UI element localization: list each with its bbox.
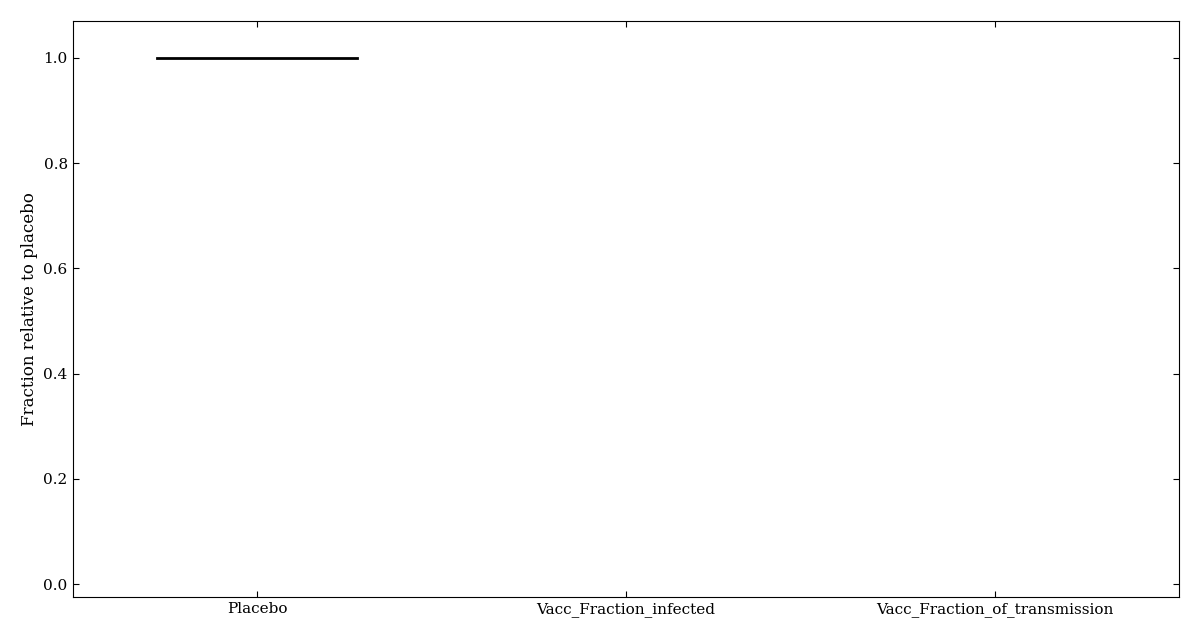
Y-axis label: Fraction relative to placebo: Fraction relative to placebo <box>20 192 38 426</box>
